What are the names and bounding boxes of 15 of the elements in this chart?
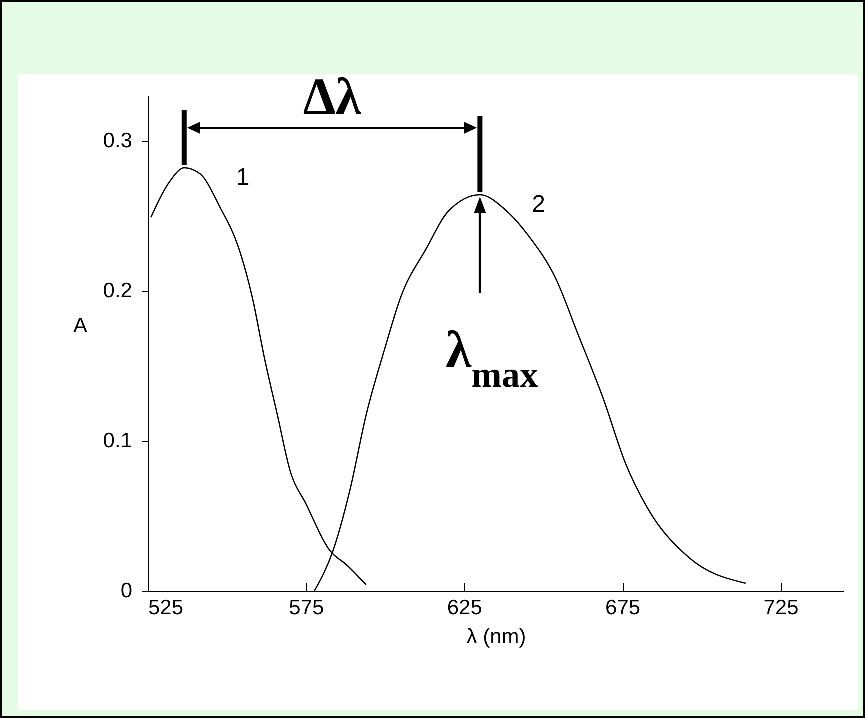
legend-label: 2 bbox=[532, 191, 546, 218]
x-tick-label: 725 bbox=[764, 596, 799, 620]
annotation: λ$_{max}$ bbox=[446, 322, 538, 395]
y-axis-title: A bbox=[73, 314, 88, 338]
annotation: Δλ bbox=[303, 69, 362, 126]
series-label: 1 bbox=[236, 164, 250, 191]
x-tick-label: 675 bbox=[606, 596, 641, 620]
x-tick-label: 625 bbox=[447, 596, 482, 620]
x-axis-title: λ (nm) bbox=[466, 626, 526, 648]
x-tick-label: 525 bbox=[148, 596, 184, 620]
y-tick-label: 0.3 bbox=[103, 130, 132, 152]
y-tick-label: 0.1 bbox=[103, 430, 132, 452]
y-tick-label: 0.2 bbox=[103, 280, 132, 302]
x-tick-label: 575 bbox=[289, 596, 324, 620]
y-tick-label: 0 bbox=[120, 580, 132, 602]
